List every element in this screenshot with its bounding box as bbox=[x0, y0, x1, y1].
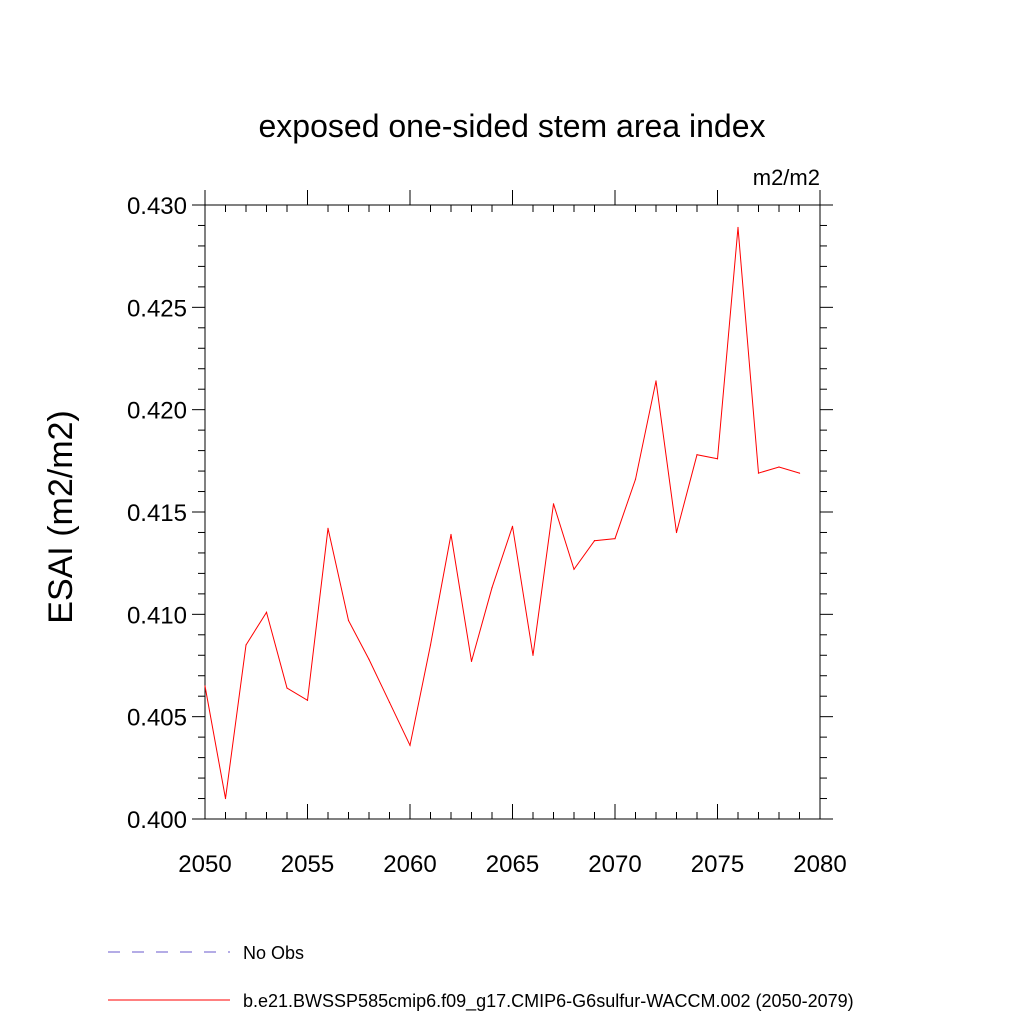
data-point bbox=[614, 538, 616, 540]
data-point bbox=[696, 454, 698, 456]
y-tick-label: 0.430 bbox=[127, 193, 187, 220]
data-point bbox=[573, 568, 575, 570]
y-tick-label: 0.420 bbox=[127, 398, 187, 425]
data-point bbox=[224, 797, 227, 800]
data-point bbox=[511, 525, 514, 527]
data-point bbox=[327, 527, 329, 529]
data-point bbox=[798, 472, 801, 474]
data-point bbox=[675, 531, 678, 534]
data-point bbox=[470, 660, 473, 663]
data-point bbox=[286, 687, 288, 689]
y-tick-label: 0.425 bbox=[127, 295, 187, 322]
series-points bbox=[204, 226, 801, 800]
x-tick-label: 2080 bbox=[793, 851, 846, 878]
minor-ticks bbox=[198, 205, 827, 819]
data-point bbox=[532, 654, 534, 656]
legend: No Obs b.e21.BWSSP585cmip6.f09_g17.CMIP6… bbox=[108, 943, 854, 1012]
series-line bbox=[204, 227, 800, 799]
plot-frame bbox=[204, 204, 821, 820]
x-tick-label: 2075 bbox=[691, 851, 744, 878]
data-point bbox=[737, 226, 739, 229]
data-point bbox=[450, 533, 452, 536]
y-tick-label: 0.405 bbox=[127, 705, 187, 732]
y-tick-labels: 0.400 0.405 0.410 0.415 0.420 0.425 0.430 bbox=[127, 193, 187, 834]
legend-label-no-obs: No Obs bbox=[243, 943, 304, 963]
data-point bbox=[778, 466, 780, 468]
data-point bbox=[491, 587, 493, 589]
x-tick-label: 2060 bbox=[383, 851, 436, 878]
data-point bbox=[368, 658, 370, 660]
y-tick-label: 0.415 bbox=[127, 500, 187, 527]
y-axis-label: ESAI (m2/m2) bbox=[42, 410, 80, 623]
chart-title: exposed one-sided stem area index bbox=[259, 108, 766, 144]
data-point bbox=[634, 478, 637, 480]
data-point bbox=[347, 619, 350, 622]
data-point bbox=[409, 744, 411, 746]
data-point bbox=[716, 458, 719, 460]
data-point bbox=[655, 380, 657, 382]
x-tick-labels: 2050 2055 2060 2065 2070 2075 2080 bbox=[178, 851, 846, 878]
x-tick-label: 2050 bbox=[178, 851, 231, 878]
legend-label-series: b.e21.BWSSP585cmip6.f09_g17.CMIP6-G6sulf… bbox=[243, 991, 854, 1012]
data-point bbox=[204, 685, 206, 687]
data-point bbox=[388, 701, 391, 703]
data-point bbox=[552, 503, 555, 505]
y-tick-label: 0.400 bbox=[127, 807, 187, 834]
x-tick-label: 2065 bbox=[486, 851, 539, 878]
x-tick-label: 2070 bbox=[588, 851, 641, 878]
data-point bbox=[593, 540, 596, 542]
data-point bbox=[306, 699, 309, 701]
data-point bbox=[245, 644, 247, 646]
data-point bbox=[429, 644, 432, 646]
data-point bbox=[757, 472, 760, 474]
y-tick-label: 0.410 bbox=[127, 602, 187, 629]
major-ticks bbox=[192, 190, 833, 820]
units-label: m2/m2 bbox=[753, 165, 820, 190]
x-tick-label: 2055 bbox=[281, 851, 334, 878]
data-point bbox=[265, 611, 268, 613]
